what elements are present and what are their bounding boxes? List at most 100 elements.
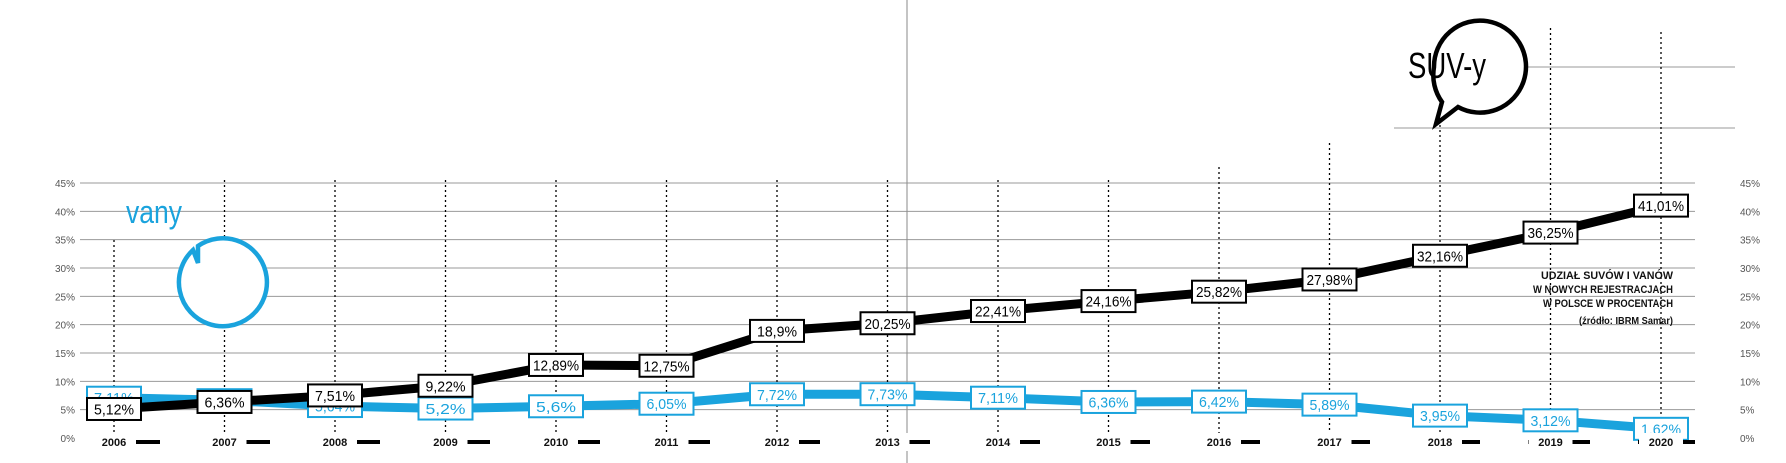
data-label-box [307, 383, 363, 408]
van-data-label: 3,95% [1412, 403, 1468, 428]
x-tick-bg [1528, 433, 1573, 451]
x-tick-bg [1307, 433, 1352, 451]
y-tick-label-left: 20% [55, 321, 75, 332]
suv-bubble: SUV-y [1408, 18, 1529, 130]
title-line-3: W POLSCE W PROCENTACH [1543, 298, 1673, 310]
x-tick-bg [755, 433, 799, 451]
x-tick-label: 2007 [212, 437, 236, 449]
data-label-box [1522, 220, 1579, 245]
data-label-box [86, 396, 142, 421]
y-tick-label-left: 25% [55, 292, 75, 303]
y-tick-label-left: 45% [55, 179, 75, 190]
x-tick-label: 2020 [1649, 437, 1673, 449]
y-tick-label-right: 45% [1740, 179, 1760, 190]
data-label-text: 27,98% [1307, 272, 1353, 289]
data-label-box [1191, 389, 1247, 414]
data-label-text: 12,75% [644, 358, 690, 375]
x-tick-label: 2018 [1428, 437, 1452, 449]
data-label-box [1080, 389, 1137, 414]
data-label-box [1412, 403, 1468, 428]
data-label-box [749, 382, 805, 407]
x-tick-label: 2010 [544, 437, 568, 449]
suv-data-label: 22,41% [970, 299, 1026, 324]
data-label-box [859, 382, 916, 407]
van-data-label: 6,05% [638, 391, 695, 416]
data-label-text: 6,36% [205, 394, 245, 411]
data-label-text: 22,41% [975, 304, 1021, 321]
van-data-label: 5,2% [417, 396, 474, 421]
x-tick-label: 2006 [102, 437, 126, 449]
data-label-text: 5,2% [426, 401, 466, 418]
data-label-box [1301, 267, 1358, 292]
suv-data-label: 25,82% [1191, 279, 1247, 304]
x-tick-label: 2017 [1317, 437, 1341, 449]
x-tick-label: 2011 [655, 437, 679, 449]
suv-data-label: 12,89% [528, 352, 584, 377]
source-note: (źródło: IBRM Samar) [1579, 316, 1673, 327]
title-line-1: UDZIAŁ SUVÓW I VANÓW [1541, 269, 1674, 282]
x-tick-bg [644, 433, 689, 451]
y-tick-label-left: 0% [61, 434, 76, 445]
y-tick-label-right: 30% [1740, 264, 1760, 275]
data-label-box [196, 389, 253, 414]
data-label-box [970, 385, 1026, 410]
data-label-text: 7,72% [757, 387, 797, 404]
van-data-label: 7,11% [970, 385, 1026, 410]
x-tick-label: 2013 [875, 437, 899, 449]
data-label-text: 5,6% [536, 399, 576, 416]
x-tick-label: 2009 [433, 437, 457, 449]
van-data-label: 3,12% [1522, 408, 1579, 433]
x-tick-bg [1418, 433, 1462, 451]
y-tick-label-right: 15% [1740, 349, 1760, 360]
y-tick-label-left: 15% [55, 349, 75, 360]
chart-note: UDZIAŁ SUVÓW I VANÓW W NOWYCH REJESTRACJ… [1533, 269, 1674, 327]
data-label-box [528, 352, 584, 377]
x-tick-bg [92, 433, 136, 451]
suv-bubble-shape [1431, 18, 1529, 130]
x-tick-bg [1197, 433, 1241, 451]
suv-bubble-label: SUV-y [1408, 45, 1486, 86]
data-label-box [528, 394, 584, 419]
x-tick-label: 2015 [1096, 437, 1120, 449]
x-tick-label: 2016 [1207, 437, 1231, 449]
data-label-box [417, 373, 474, 398]
y-tick-label-right: 40% [1740, 207, 1760, 218]
x-tick-bg [865, 433, 910, 451]
van-data-label: 5,6% [528, 394, 584, 419]
y-tick-label-right: 25% [1740, 292, 1760, 303]
data-label-box [1301, 392, 1358, 417]
van-data-label: 7,73% [859, 382, 916, 407]
data-label-text: 36,25% [1528, 225, 1574, 242]
year-guides [113, 28, 1662, 438]
x-tick-label: 2012 [765, 437, 789, 449]
y-tick-label-left: 5% [61, 406, 76, 417]
x-tick-bg [534, 433, 578, 451]
data-label-box [859, 311, 916, 336]
data-labels: 7,11%6,67%5,64%5,2%5,6%6,05%7,72%7,73%7,… [86, 193, 1689, 441]
x-tick-bg [1639, 433, 1683, 451]
data-label-text: 7,73% [868, 387, 908, 404]
van-bubble-label: vany [126, 194, 182, 230]
suv-data-label: 6,36% [196, 389, 253, 414]
data-label-text: 6,42% [1199, 394, 1239, 411]
y-tick-label-right: 5% [1740, 406, 1755, 417]
data-label-text: 7,11% [978, 390, 1018, 407]
y-tick-label-left: 30% [55, 264, 75, 275]
data-label-box [1191, 279, 1247, 304]
van-bubble-shape [176, 236, 270, 329]
x-tick-bg [976, 433, 1020, 451]
suv-data-label: 27,98% [1301, 267, 1358, 292]
data-label-text: 3,95% [1420, 408, 1460, 425]
y-tick-label-left: 10% [55, 377, 75, 388]
suv-data-label: 36,25% [1522, 220, 1579, 245]
van-data-label: 7,72% [749, 382, 805, 407]
y-tick-label-left: 40% [55, 207, 75, 218]
data-label-box [1080, 289, 1137, 314]
y-tick-label-right: 20% [1740, 321, 1760, 332]
x-tick-label: 2008 [323, 437, 347, 449]
y-tick-label-right: 35% [1740, 236, 1760, 247]
suv-data-label: 12,75% [638, 353, 695, 378]
suv-data-label: 32,16% [1412, 243, 1468, 268]
data-label-text: 41,01% [1638, 198, 1684, 215]
